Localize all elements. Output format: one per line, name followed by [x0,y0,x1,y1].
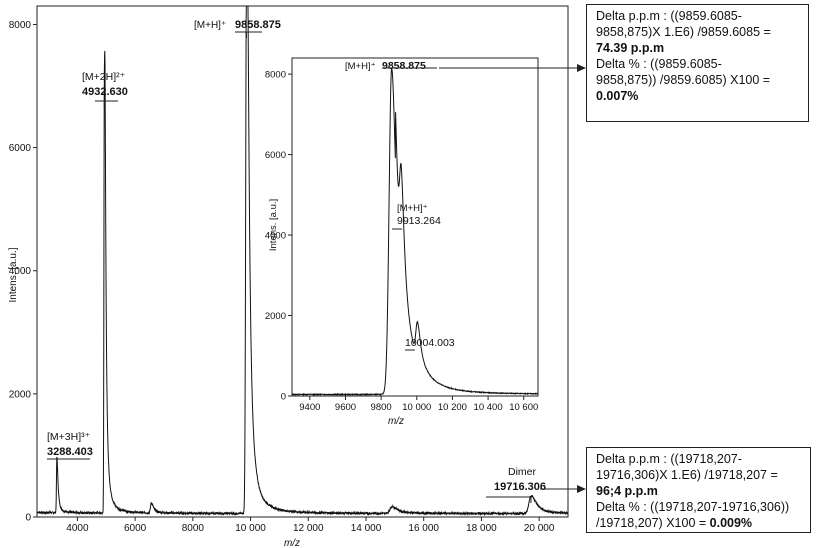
main-x-axis-label: m/z [284,538,300,548]
x-tick-label: 6000 [124,523,147,534]
x-tick-label: 10 200 [438,402,467,413]
x-tick-label: 10 000 [235,523,266,534]
y-tick-label: 6000 [9,143,32,154]
main-plot-frame [36,5,569,518]
inset-x-axis: 9400 9600 9800 10 000 10 200 10 400 10 600 [299,396,538,413]
inset-x-axis-label: m/z [388,416,404,427]
x-tick-label: 18 000 [466,523,497,534]
box2-line4: Delta % : ((19718,207-19716,306)) [596,500,790,514]
box2-line3: 96;4 p.p.m [596,484,658,498]
x-tick-label: 10 400 [474,402,503,413]
inset-y-axis-label: Intens. [a.u.] [268,199,279,251]
box1-line6: 0.007% [596,89,639,103]
x-tick-label: 12 000 [293,523,324,534]
x-tick-label: 9800 [371,402,392,413]
y-tick-label: 8000 [9,20,32,31]
peak-ion-label: Dimer [508,466,537,478]
y-tick-label: 4000 [9,266,32,277]
x-tick-label: 9400 [299,402,320,413]
ppm-error-box-dimer: Delta p.p.m : ((19718,207- 19716,306)X 1… [586,447,811,533]
main-y-axis-label: Intens. [a.u.] [8,247,19,302]
x-tick-label: 10 600 [509,402,538,413]
box2-line2: 19716,306)X 1.E6) /19718,207 = [596,468,778,482]
peak-mz-label: 4932.630 [82,86,128,98]
x-tick-label: 16 000 [408,523,439,534]
inset-peak-mz-label: 9858.875 [382,60,426,72]
x-tick-label: 10 000 [402,402,431,413]
peak-ion-label: [M+3H]³⁺ [47,431,91,443]
main-y-axis: 0 2000 4000 6000 8000 [9,20,37,524]
y-tick-label: 8000 [265,70,286,81]
peak-ion-label: [M+2H]²⁺ [82,71,126,83]
y-tick-label: 6000 [265,150,286,161]
arrow-to-box1-head [577,64,586,72]
inset-peak-mz-label: 10004.003 [405,337,455,349]
inset-peak-ion-label: [M+H]⁺ [345,61,376,72]
arrow-to-box2-head [577,485,586,493]
main-x-axis: 4000 6000 8000 10 000 12 000 14 000 16 000 18 0… [66,517,555,534]
inset-spectrum-trace [291,67,539,397]
box2-line1: Delta p.p.m : ((19718,207- [596,452,742,466]
y-tick-label: 0 [281,392,286,403]
box2-line5-value: 0.009% [709,516,753,530]
peak-mz-label: 9858.875 [235,19,281,31]
box1-line4: Delta % : ((9859.6085- [596,57,722,71]
main-spectrum-trace [36,5,569,517]
y-tick-label: 2000 [9,389,32,400]
x-tick-label: 8000 [182,523,205,534]
x-tick-label: 20 000 [524,523,555,534]
connector-arrows [439,64,586,493]
x-tick-label: 9600 [335,402,356,413]
box1-line2: 9858,875)X 1.E6) /9859.6085 = [596,25,771,39]
box2-line5: /19718,207) X100 = 0.009% [596,515,801,531]
box1-line5: 9858,875)) /9859.6085) X100 = [596,73,771,87]
peak-mz-label: 19716.306 [494,481,546,493]
inset-peak-mz-label: 9913.264 [397,215,441,227]
inset-spectrum-plot: 0 2000 4000 6000 8000 9400 9600 9800 10 000 10 2… [265,57,539,427]
y-tick-label: 4000 [265,231,286,242]
box2-line5-text: /19718,207) X100 = [596,516,710,530]
peak-ion-label: [M+H]⁺ [194,20,226,31]
main-spectrum-plot: 0 2000 4000 6000 8000 4000 6000 8000 10 000 12 0… [8,5,569,548]
box1-line3: 74.39 p.p.m [596,41,665,55]
x-tick-label: 4000 [66,523,89,534]
box1-line1: Delta p.p.m : ((9859.6085- [596,9,742,23]
inset-peak-ion-label: [M+H]⁺ [397,203,428,214]
y-tick-label: 2000 [265,311,286,322]
x-tick-label: 14 000 [351,523,382,534]
y-tick-label: 0 [25,513,31,524]
inset-y-axis: 0 2000 4000 6000 8000 [265,70,292,403]
main-peak-labels: [M+3H]³⁺ 3288.403 [M+2H]²⁺ 4932.630 [M+H]⁺ 98… [47,19,546,503]
ppm-error-box-monomer: Delta p.p.m : ((9859.6085- 9858,875)X 1.… [586,4,809,122]
peak-mz-label: 3288.403 [47,446,93,458]
